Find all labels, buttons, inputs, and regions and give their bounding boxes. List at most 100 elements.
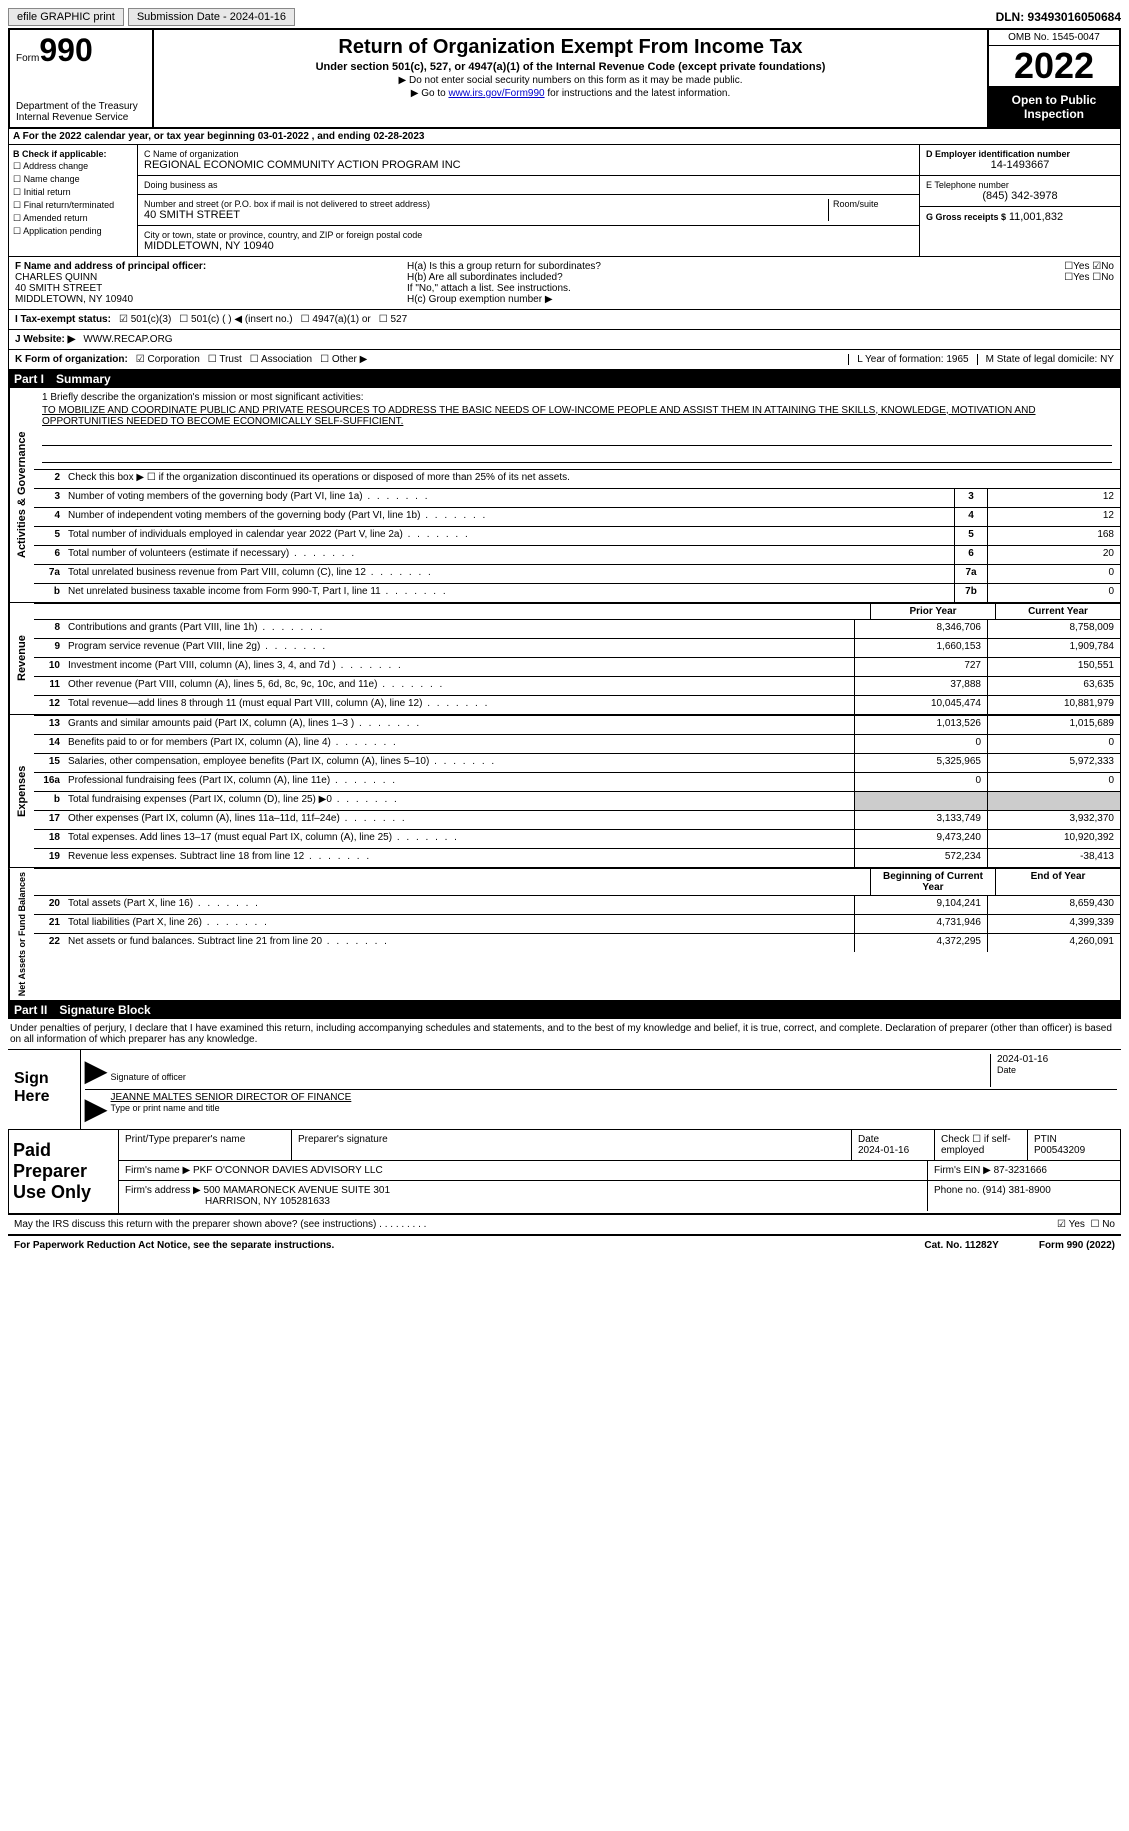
line2-text: Check this box ▶ ☐ if the organization d… — [64, 470, 1120, 488]
form-footer: Form 990 (2022) — [1039, 1240, 1115, 1251]
addr-label: Number and street (or P.O. box if mail i… — [144, 199, 828, 209]
activities-label: Activities & Governance — [9, 388, 34, 602]
summary-line: 5Total number of individuals employed in… — [34, 526, 1120, 545]
officer-addr1: 40 SMITH STREET — [15, 283, 395, 294]
form-header: Form990 Department of the Treasury Inter… — [8, 28, 1121, 129]
part1-header: Part I Summary — [8, 370, 1121, 388]
check-name[interactable]: ☐ Name change — [13, 174, 133, 185]
firm-name: PKF O'CONNOR DAVIES ADVISORY LLC — [193, 1165, 383, 1176]
check-amended[interactable]: ☐ Amended return — [13, 213, 133, 224]
check-final[interactable]: ☐ Final return/terminated — [13, 200, 133, 211]
expenses-label: Expenses — [9, 715, 34, 867]
irs-link[interactable]: www.irs.gov/Form990 — [448, 88, 544, 99]
opt-trust[interactable]: ☐ Trust — [208, 354, 242, 365]
room-label: Room/suite — [833, 199, 913, 209]
open-to-public: Open to Public Inspection — [989, 87, 1119, 127]
form-subtitle: Under section 501(c), 527, or 4947(a)(1)… — [158, 61, 983, 73]
summary-line: 21Total liabilities (Part X, line 26)4,7… — [34, 914, 1120, 933]
paperwork-notice: For Paperwork Reduction Act Notice, see … — [14, 1240, 334, 1251]
arrow-icon: ▶ — [85, 1092, 107, 1125]
mission-text: TO MOBILIZE AND COORDINATE PUBLIC AND PR… — [42, 403, 1112, 429]
summary-line: 20Total assets (Part X, line 16)9,104,24… — [34, 895, 1120, 914]
current-year-header: Current Year — [995, 604, 1120, 619]
netassets-label: Net Assets or Fund Balances — [9, 868, 34, 1000]
gross-receipts: 11,001,832 — [1009, 211, 1063, 223]
officer-label: F Name and address of principal officer: — [15, 261, 395, 272]
top-bar: efile GRAPHIC print Submission Date - 20… — [8, 8, 1121, 26]
org-name-label: C Name of organization — [144, 149, 913, 159]
opt-501c[interactable]: ☐ 501(c) ( ) ◀ (insert no.) — [179, 314, 292, 325]
opt-corp[interactable]: ☑ Corporation — [136, 354, 200, 365]
omb-number: OMB No. 1545-0047 — [989, 30, 1119, 46]
check-initial[interactable]: ☐ Initial return — [13, 187, 133, 198]
eoy-header: End of Year — [995, 869, 1120, 895]
summary-line: 9Program service revenue (Part VIII, lin… — [34, 638, 1120, 657]
hb-note: If "No," attach a list. See instructions… — [407, 283, 1114, 294]
ein-label: D Employer identification number — [926, 149, 1114, 159]
summary-line: 8Contributions and grants (Part VIII, li… — [34, 619, 1120, 638]
org-name: REGIONAL ECONOMIC COMMUNITY ACTION PROGR… — [144, 159, 913, 171]
firm-phone: (914) 381-8900 — [982, 1185, 1050, 1196]
discuss-yes[interactable]: ☑ Yes — [1057, 1219, 1085, 1230]
k-label: K Form of organization: — [15, 354, 128, 365]
website-row: J Website: ▶ WWW.RECAP.ORG — [8, 330, 1121, 350]
klm-row: K Form of organization: ☑ Corporation ☐ … — [8, 350, 1121, 370]
summary-line: 10Investment income (Part VIII, column (… — [34, 657, 1120, 676]
opt-527[interactable]: ☐ 527 — [379, 314, 407, 325]
check-pending[interactable]: ☐ Application pending — [13, 226, 133, 237]
summary-line: 7aTotal unrelated business revenue from … — [34, 564, 1120, 583]
opt-other[interactable]: ☐ Other ▶ — [320, 354, 367, 365]
summary-line: bNet unrelated business taxable income f… — [34, 583, 1120, 602]
prep-date: 2024-01-16 — [858, 1145, 909, 1156]
paid-preparer-section: Paid Preparer Use Only Print/Type prepar… — [8, 1130, 1121, 1214]
summary-line: 3Number of voting members of the governi… — [34, 488, 1120, 507]
dba-label: Doing business as — [144, 180, 913, 190]
boy-header: Beginning of Current Year — [870, 869, 995, 895]
prep-name-header: Print/Type preparer's name — [119, 1130, 292, 1160]
printed-name-label: Type or print name and title — [111, 1103, 1117, 1113]
efile-button[interactable]: efile GRAPHIC print — [8, 8, 124, 26]
revenue-label: Revenue — [9, 603, 34, 714]
mission-label: 1 Briefly describe the organization's mi… — [42, 392, 1112, 403]
summary-line: 13Grants and similar amounts paid (Part … — [34, 715, 1120, 734]
penalties-text: Under penalties of perjury, I declare th… — [8, 1019, 1121, 1050]
check-address[interactable]: ☐ Address change — [13, 161, 133, 172]
prior-year-header: Prior Year — [870, 604, 995, 619]
page-footer: For Paperwork Reduction Act Notice, see … — [8, 1234, 1121, 1255]
officer-printed-name: JEANNE MALTES SENIOR DIRECTOR OF FINANCE — [111, 1092, 1117, 1103]
website-label: J Website: ▶ — [15, 334, 75, 345]
hb-label: H(b) Are all subordinates included? — [407, 272, 1064, 283]
prep-sig-header: Preparer's signature — [292, 1130, 852, 1160]
sig-officer-label: Signature of officer — [111, 1072, 990, 1082]
form-title: Return of Organization Exempt From Incom… — [158, 36, 983, 59]
self-employed-check[interactable]: Check ☐ if self-employed — [935, 1130, 1028, 1160]
cat-no: Cat. No. 11282Y — [924, 1240, 998, 1251]
paid-preparer-label: Paid Preparer Use Only — [9, 1130, 119, 1213]
officer-name: CHARLES QUINN — [15, 272, 395, 283]
opt-4947[interactable]: ☐ 4947(a)(1) or — [301, 314, 371, 325]
street-address: 40 SMITH STREET — [144, 209, 828, 221]
summary-line: 19Revenue less expenses. Subtract line 1… — [34, 848, 1120, 867]
tax-year: 2022 — [989, 46, 1119, 87]
may-discuss-row: May the IRS discuss this return with the… — [8, 1214, 1121, 1234]
submission-date: Submission Date - 2024-01-16 — [128, 8, 295, 26]
tax-status-row: I Tax-exempt status: ☑ 501(c)(3) ☐ 501(c… — [8, 310, 1121, 330]
opt-assoc[interactable]: ☐ Association — [250, 354, 312, 365]
ein: 14-1493667 — [926, 159, 1114, 171]
phone-label: E Telephone number — [926, 180, 1114, 190]
summary-line: 22Net assets or fund balances. Subtract … — [34, 933, 1120, 952]
opt-501c3[interactable]: ☑ 501(c)(3) — [119, 314, 171, 325]
summary-line: 14Benefits paid to or for members (Part … — [34, 734, 1120, 753]
summary-line: 4Number of independent voting members of… — [34, 507, 1120, 526]
ptin: P00543209 — [1034, 1145, 1085, 1156]
note-ssn: ▶ Do not enter social security numbers o… — [158, 75, 983, 86]
gross-label: G Gross receipts $ — [926, 212, 1006, 222]
may-discuss-text: May the IRS discuss this return with the… — [14, 1219, 1057, 1230]
sign-date-label: Date — [997, 1065, 1117, 1075]
summary-line: 18Total expenses. Add lines 13–17 (must … — [34, 829, 1120, 848]
sign-here-label: Sign Here — [8, 1050, 81, 1129]
discuss-no[interactable]: ☐ No — [1090, 1219, 1115, 1230]
sign-date: 2024-01-16 — [997, 1054, 1117, 1065]
officer-addr2: MIDDLETOWN, NY 10940 — [15, 294, 395, 305]
row-a-period: A For the 2022 calendar year, or tax yea… — [8, 129, 1121, 145]
